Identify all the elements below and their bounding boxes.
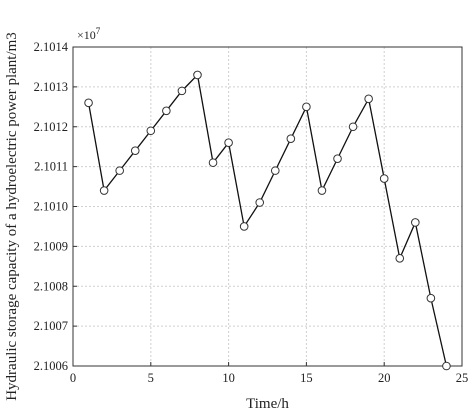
x-tick-label: 15: [300, 371, 313, 385]
plot-frame: [72, 46, 463, 367]
data-point: [115, 166, 124, 175]
y-tick-label: 2.1006: [34, 359, 68, 373]
x-tick-label: 10: [222, 371, 235, 385]
data-point: [99, 186, 109, 195]
data-point: [208, 158, 218, 167]
y-axis: 2.1006 2.1007 2.1008 2.1009 2.1010 2.1011 2.10…: [34, 40, 77, 373]
data-point: [224, 138, 233, 147]
data-point: [317, 186, 327, 195]
data-point: [333, 154, 342, 163]
data-point: [348, 122, 358, 132]
data-point: [364, 94, 373, 104]
grid: [73, 47, 462, 366]
y-tick-label: 2.1010: [34, 200, 68, 214]
y-tick-label: 2.1014: [34, 40, 69, 54]
data-point: [84, 98, 93, 108]
y-axis-label: Hydraulic storage capacity of a hydroele…: [4, 32, 20, 401]
data-point: [379, 174, 389, 183]
data-point: [162, 106, 171, 116]
y-tick-label: 2.1008: [34, 279, 68, 293]
data-point: [255, 198, 265, 207]
data-point: [239, 222, 249, 231]
data-point: [426, 293, 436, 303]
data-point: [442, 361, 451, 371]
data-point: [395, 254, 405, 263]
data-point: [286, 134, 296, 144]
x-tick-label: 20: [378, 371, 391, 385]
y-tick-label: 2.1012: [34, 120, 68, 134]
x-tick-label: 25: [456, 371, 469, 385]
y-multiplier-base: ×10: [77, 28, 96, 42]
data-point: [146, 126, 156, 136]
data-points: [84, 70, 451, 371]
data-point: [193, 70, 202, 80]
x-tick-label: 0: [70, 371, 76, 385]
y-tick-label: 2.1009: [34, 239, 68, 253]
x-axis-label: Time/h: [246, 396, 289, 412]
x-axis: 0 5 10 15 20 25: [70, 362, 468, 385]
y-multiplier-exponent: 7: [96, 26, 101, 36]
y-tick-label: 2.1011: [34, 160, 68, 174]
series-line: [87, 73, 448, 367]
y-tick-label: 2.1013: [34, 80, 68, 94]
data-point: [130, 146, 140, 155]
x-tick-label: 5: [148, 371, 154, 385]
data-point: [411, 218, 420, 227]
data-point: [177, 86, 187, 96]
data-point: [302, 102, 311, 112]
y-tick-label: 2.1007: [34, 319, 68, 333]
data-point: [270, 166, 280, 175]
y-multiplier-label: ×107: [77, 26, 101, 42]
